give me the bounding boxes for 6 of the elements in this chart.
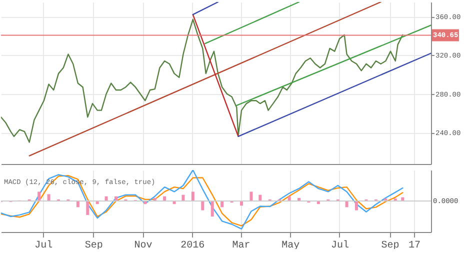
x-tick-label: Mar	[232, 240, 250, 252]
x-tick-label: 17	[408, 240, 420, 252]
x-tick-label: Jul	[34, 240, 53, 252]
x-tick-label: Nov	[134, 240, 152, 252]
x-tick-label: 2016	[180, 240, 205, 252]
x-tick-label: Jul	[330, 240, 349, 252]
